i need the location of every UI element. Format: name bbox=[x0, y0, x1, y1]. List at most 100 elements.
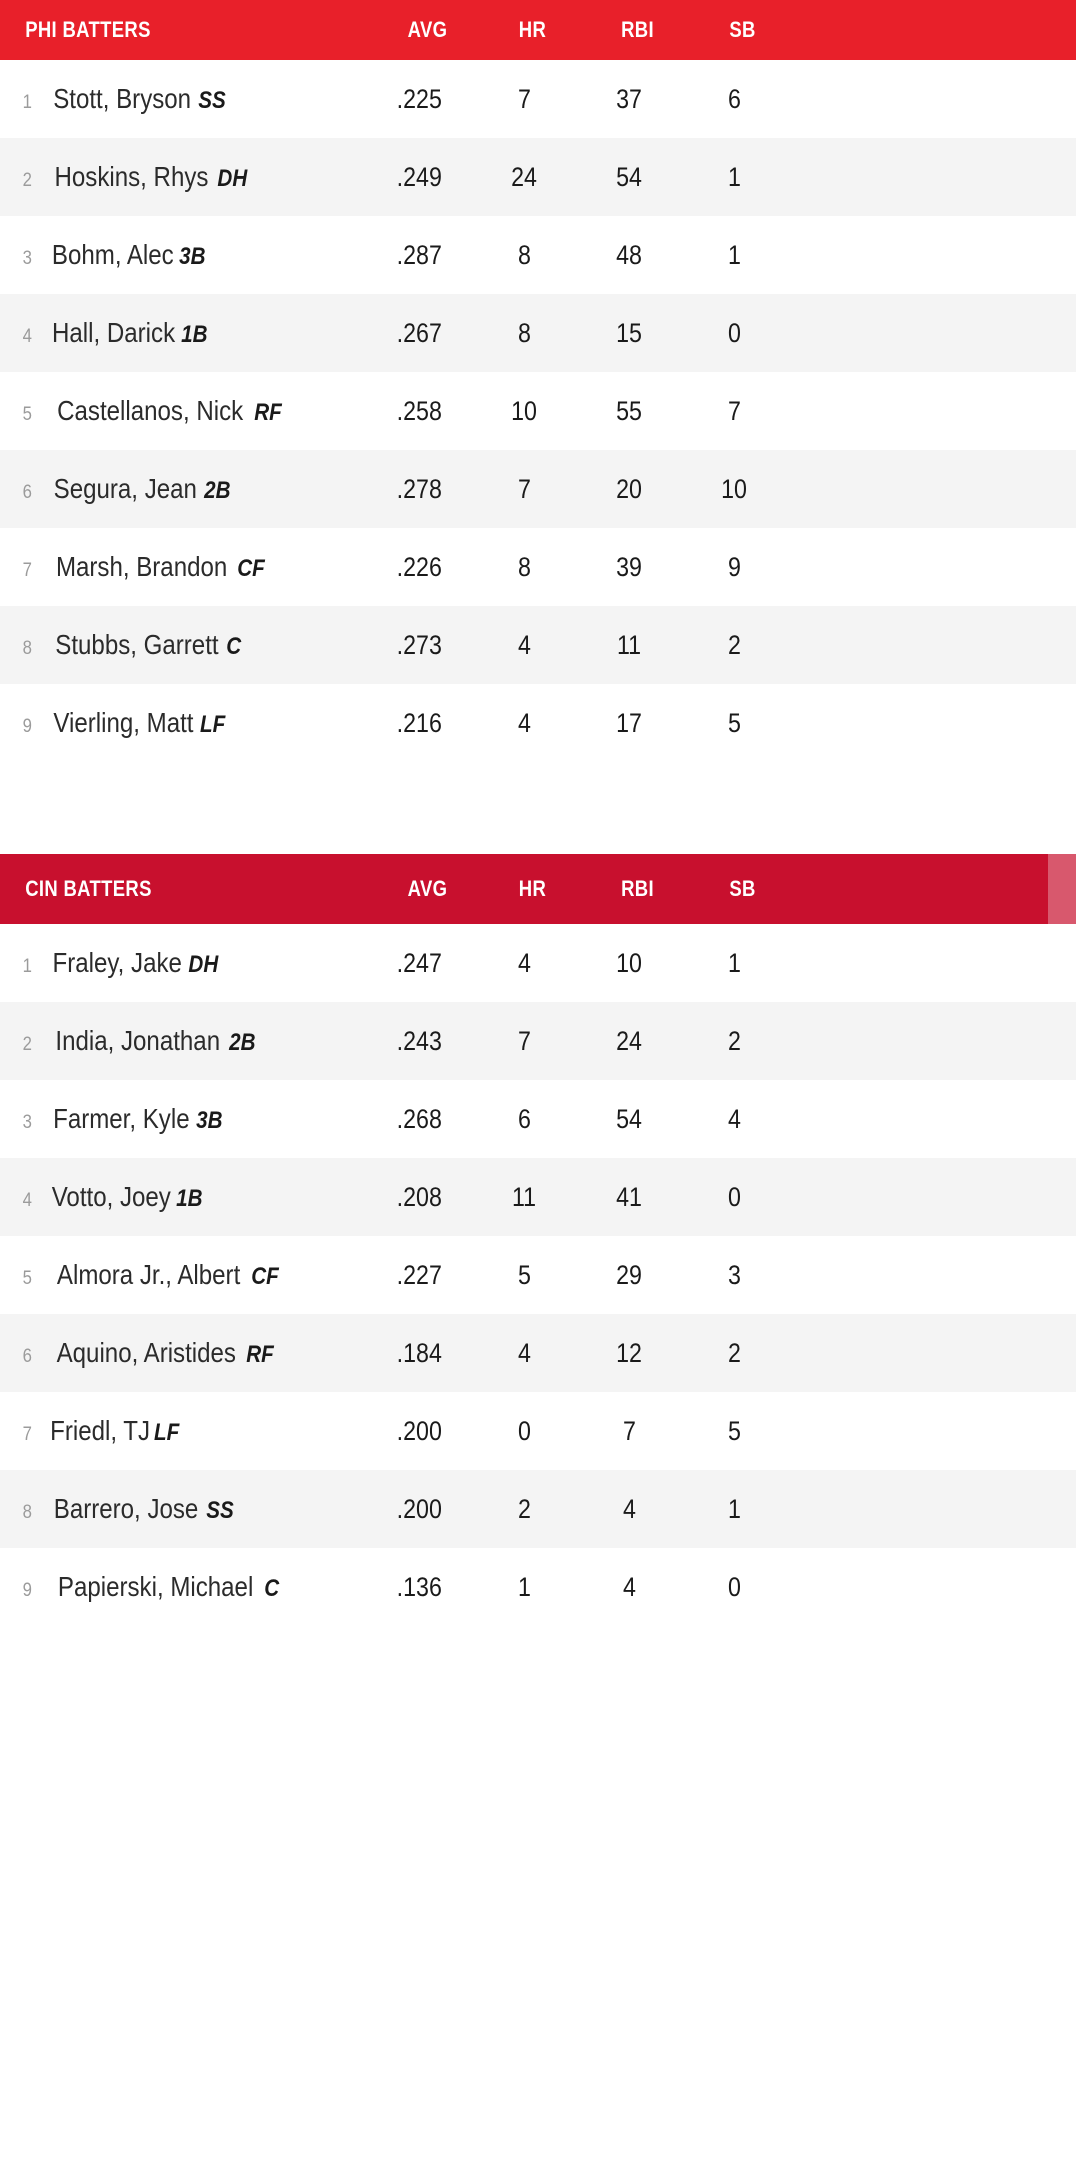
player-name[interactable]: Castellanos, Nick bbox=[56, 395, 243, 426]
stat-avg: .243 bbox=[367, 1026, 472, 1057]
player-name[interactable]: Votto, Joey bbox=[51, 1181, 171, 1212]
stat-hr-value: 0 bbox=[518, 1415, 531, 1446]
player-position: CF bbox=[237, 555, 265, 582]
column-header-sb[interactable]: SB bbox=[729, 876, 756, 901]
player-position: 2B bbox=[204, 477, 231, 504]
table-row[interactable]: 4 Votto, Joey 1B .208 11 41 0 bbox=[0, 1158, 1076, 1236]
column-header-hr[interactable]: HR bbox=[518, 876, 547, 901]
stat-avg: .226 bbox=[367, 552, 472, 583]
batting-order-number: 6 bbox=[22, 482, 32, 503]
player-position: DH bbox=[216, 165, 247, 192]
stat-hr-value: 10 bbox=[511, 395, 538, 426]
stat-avg: .278 bbox=[367, 474, 472, 505]
player-name[interactable]: India, Jonathan bbox=[54, 1025, 220, 1056]
table-row[interactable]: 8 Barrero, Jose SS .200 2 4 1 bbox=[0, 1470, 1076, 1548]
stat-rbi-value: 20 bbox=[616, 473, 643, 504]
column-header-sb[interactable]: SB bbox=[729, 17, 756, 42]
table-row[interactable]: 1 Fraley, Jake DH .247 4 10 1 bbox=[0, 924, 1076, 1002]
column-header-rbi[interactable]: RBI bbox=[621, 876, 654, 901]
player-name[interactable]: Barrero, Jose bbox=[53, 1493, 198, 1524]
batting-order-number: 9 bbox=[22, 716, 32, 737]
column-header-avg[interactable]: AVG bbox=[407, 17, 448, 42]
table-row[interactable]: 4 Hall, Darick 1B .267 8 15 0 bbox=[0, 294, 1076, 372]
stat-sb-value: 9 bbox=[728, 551, 741, 582]
table-row[interactable]: 6 Aquino, Aristides RF .184 4 12 2 bbox=[0, 1314, 1076, 1392]
table-row[interactable]: 7 Friedl, TJ LF .200 0 7 5 bbox=[0, 1392, 1076, 1470]
phi-table-header: PHI BATTERS AVG HR RBI SB bbox=[0, 0, 1076, 60]
player-name[interactable]: Hoskins, Rhys bbox=[54, 161, 208, 192]
player-name[interactable]: Almora Jr., Albert bbox=[56, 1259, 240, 1290]
table-row[interactable]: 9 Papierski, Michael C .136 1 4 0 bbox=[0, 1548, 1076, 1626]
stat-avg-value: .278 bbox=[396, 473, 443, 504]
column-header-hr[interactable]: HR bbox=[518, 17, 547, 42]
player-cell[interactable]: 3 Bohm, Alec 3B bbox=[0, 239, 352, 271]
column-header-rbi[interactable]: RBI bbox=[621, 17, 654, 42]
player-name[interactable]: Papierski, Michael bbox=[57, 1571, 253, 1602]
player-cell[interactable]: 7 Friedl, TJ LF bbox=[0, 1415, 352, 1447]
stat-hr: 5 bbox=[472, 1260, 577, 1291]
stat-rbi: 17 bbox=[577, 708, 682, 739]
table-row[interactable]: 7 Marsh, Brandon CF .226 8 39 9 bbox=[0, 528, 1076, 606]
player-name[interactable]: Segura, Jean bbox=[53, 473, 197, 504]
stat-hr-value: 24 bbox=[511, 161, 538, 192]
table-row[interactable]: 6 Segura, Jean 2B .278 7 20 10 bbox=[0, 450, 1076, 528]
batting-order-number: 5 bbox=[22, 404, 32, 425]
stat-avg-value: .208 bbox=[396, 1181, 443, 1212]
batting-order-number: 2 bbox=[22, 170, 32, 191]
player-name[interactable]: Stubbs, Garrett bbox=[54, 629, 219, 660]
player-name[interactable]: Stott, Bryson bbox=[52, 83, 191, 114]
stat-hr: 8 bbox=[472, 552, 577, 583]
stat-hr-value: 7 bbox=[518, 1025, 531, 1056]
stat-sb-value: 1 bbox=[728, 947, 741, 978]
player-name[interactable]: Fraley, Jake bbox=[52, 947, 182, 978]
player-cell[interactable]: 8 Barrero, Jose SS bbox=[0, 1493, 352, 1525]
player-name[interactable]: Hall, Darick bbox=[51, 317, 175, 348]
player-name[interactable]: Farmer, Kyle bbox=[52, 1103, 190, 1134]
player-cell[interactable]: 9 Papierski, Michael C bbox=[0, 1571, 352, 1603]
player-cell[interactable]: 5 Castellanos, Nick RF bbox=[0, 395, 352, 427]
stat-rbi-value: 24 bbox=[616, 1025, 643, 1056]
table-row[interactable]: 5 Almora Jr., Albert CF .227 5 29 3 bbox=[0, 1236, 1076, 1314]
player-cell[interactable]: 6 Aquino, Aristides RF bbox=[0, 1337, 352, 1369]
player-cell[interactable]: 4 Hall, Darick 1B bbox=[0, 317, 352, 349]
stat-avg: .200 bbox=[367, 1494, 472, 1525]
stat-avg-value: .267 bbox=[396, 317, 443, 348]
player-cell[interactable]: 8 Stubbs, Garrett C bbox=[0, 629, 352, 661]
player-cell[interactable]: 7 Marsh, Brandon CF bbox=[0, 551, 352, 583]
table-row[interactable]: 2 India, Jonathan 2B .243 7 24 2 bbox=[0, 1002, 1076, 1080]
stat-sb: 5 bbox=[682, 708, 787, 739]
player-name[interactable]: Friedl, TJ bbox=[49, 1415, 150, 1446]
player-cell[interactable]: 5 Almora Jr., Albert CF bbox=[0, 1259, 352, 1291]
player-cell[interactable]: 4 Votto, Joey 1B bbox=[0, 1181, 352, 1213]
stat-rbi-value: 4 bbox=[623, 1571, 636, 1602]
stat-avg: .216 bbox=[367, 708, 472, 739]
player-name[interactable]: Bohm, Alec bbox=[51, 239, 174, 270]
player-name[interactable]: Aquino, Aristides bbox=[56, 1337, 236, 1368]
stat-rbi-value: 48 bbox=[616, 239, 643, 270]
table-row[interactable]: 3 Farmer, Kyle 3B .268 6 54 4 bbox=[0, 1080, 1076, 1158]
player-cell[interactable]: 6 Segura, Jean 2B bbox=[0, 473, 352, 505]
column-header-avg[interactable]: AVG bbox=[407, 876, 448, 901]
player-cell[interactable]: 3 Farmer, Kyle 3B bbox=[0, 1103, 352, 1135]
player-cell[interactable]: 1 Fraley, Jake DH bbox=[0, 947, 352, 979]
player-name[interactable]: Marsh, Brandon bbox=[55, 551, 227, 582]
scrollbar-overlay[interactable] bbox=[1048, 854, 1076, 924]
phi-batters-table: PHI BATTERS AVG HR RBI SB 1 Stott, Bryson… bbox=[0, 0, 1076, 762]
stat-rbi: 54 bbox=[577, 162, 682, 193]
player-name[interactable]: Vierling, Matt bbox=[52, 707, 194, 738]
stat-sb: 1 bbox=[682, 162, 787, 193]
player-cell[interactable]: 1 Stott, Bryson SS bbox=[0, 83, 352, 115]
stat-rbi-value: 12 bbox=[616, 1337, 643, 1368]
player-cell[interactable]: 2 Hoskins, Rhys DH bbox=[0, 161, 352, 193]
batting-order-number: 5 bbox=[22, 1268, 32, 1289]
stat-rbi-value: 54 bbox=[616, 1103, 643, 1134]
table-row[interactable]: 5 Castellanos, Nick RF .258 10 55 7 bbox=[0, 372, 1076, 450]
table-row[interactable]: 2 Hoskins, Rhys DH .249 24 54 1 bbox=[0, 138, 1076, 216]
table-row[interactable]: 1 Stott, Bryson SS .225 7 37 6 bbox=[0, 60, 1076, 138]
table-row[interactable]: 9 Vierling, Matt LF .216 4 17 5 bbox=[0, 684, 1076, 762]
table-row[interactable]: 8 Stubbs, Garrett C .273 4 11 2 bbox=[0, 606, 1076, 684]
player-cell[interactable]: 9 Vierling, Matt LF bbox=[0, 707, 352, 739]
player-cell[interactable]: 2 India, Jonathan 2B bbox=[0, 1025, 352, 1057]
batting-order-number: 8 bbox=[22, 1502, 32, 1523]
table-row[interactable]: 3 Bohm, Alec 3B .287 8 48 1 bbox=[0, 216, 1076, 294]
